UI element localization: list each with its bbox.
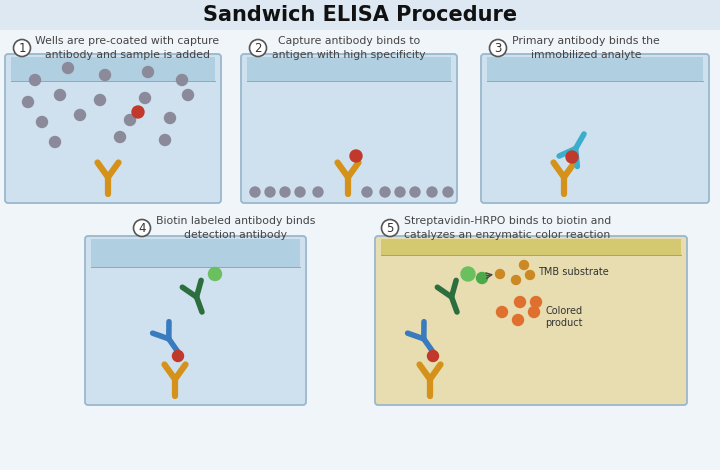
Circle shape bbox=[55, 89, 66, 101]
Circle shape bbox=[395, 187, 405, 197]
Text: 1: 1 bbox=[18, 41, 26, 55]
Circle shape bbox=[209, 267, 222, 281]
Bar bbox=[91, 239, 300, 266]
Circle shape bbox=[160, 134, 171, 146]
Circle shape bbox=[428, 351, 438, 361]
Text: Wells are pre-coated with capture
antibody and sample is added: Wells are pre-coated with capture antibo… bbox=[35, 36, 219, 60]
Circle shape bbox=[125, 115, 135, 125]
Circle shape bbox=[410, 187, 420, 197]
Text: 5: 5 bbox=[387, 221, 394, 235]
Circle shape bbox=[380, 187, 390, 197]
Circle shape bbox=[280, 187, 290, 197]
Circle shape bbox=[182, 89, 194, 101]
Text: 2: 2 bbox=[254, 41, 262, 55]
Circle shape bbox=[515, 297, 526, 307]
Text: Streptavidin-HRPO binds to biotin and
catalyzes an enzymatic color reaction: Streptavidin-HRPO binds to biotin and ca… bbox=[404, 216, 611, 240]
Circle shape bbox=[497, 306, 508, 318]
Circle shape bbox=[30, 75, 40, 86]
Circle shape bbox=[427, 187, 437, 197]
Circle shape bbox=[114, 132, 125, 142]
Circle shape bbox=[173, 351, 184, 361]
Circle shape bbox=[265, 187, 275, 197]
Circle shape bbox=[176, 75, 187, 86]
Circle shape bbox=[350, 150, 362, 162]
Circle shape bbox=[295, 187, 305, 197]
Text: Capture antibody binds to
antigen with high specificity: Capture antibody binds to antigen with h… bbox=[272, 36, 426, 60]
Circle shape bbox=[313, 187, 323, 197]
Circle shape bbox=[74, 110, 86, 120]
Circle shape bbox=[490, 39, 506, 56]
Text: 4: 4 bbox=[138, 221, 145, 235]
Text: Biotin labeled antibody binds
detection antibody: Biotin labeled antibody binds detection … bbox=[156, 216, 315, 240]
Circle shape bbox=[495, 269, 505, 279]
Text: Colored
product: Colored product bbox=[545, 306, 582, 328]
FancyBboxPatch shape bbox=[481, 54, 709, 203]
Circle shape bbox=[132, 106, 144, 118]
Circle shape bbox=[528, 306, 539, 318]
Circle shape bbox=[50, 136, 60, 148]
Circle shape bbox=[566, 151, 578, 163]
Circle shape bbox=[164, 112, 176, 124]
Circle shape bbox=[477, 273, 487, 283]
Bar bbox=[247, 57, 451, 81]
Circle shape bbox=[94, 94, 106, 105]
Circle shape bbox=[520, 260, 528, 269]
Text: 3: 3 bbox=[495, 41, 502, 55]
Circle shape bbox=[513, 314, 523, 326]
Circle shape bbox=[382, 219, 398, 236]
Circle shape bbox=[133, 219, 150, 236]
FancyBboxPatch shape bbox=[85, 236, 306, 405]
Bar bbox=[487, 57, 703, 81]
Circle shape bbox=[99, 70, 110, 80]
Circle shape bbox=[63, 63, 73, 73]
Text: TMB substrate: TMB substrate bbox=[538, 267, 608, 277]
Circle shape bbox=[140, 93, 150, 103]
Text: Sandwich ELISA Procedure: Sandwich ELISA Procedure bbox=[203, 5, 517, 25]
FancyBboxPatch shape bbox=[5, 54, 221, 203]
Circle shape bbox=[511, 275, 521, 284]
FancyBboxPatch shape bbox=[375, 236, 687, 405]
Circle shape bbox=[37, 117, 48, 127]
Circle shape bbox=[362, 187, 372, 197]
Bar bbox=[0, 0, 720, 30]
FancyBboxPatch shape bbox=[241, 54, 457, 203]
Circle shape bbox=[461, 267, 475, 281]
Circle shape bbox=[143, 66, 153, 78]
Bar bbox=[381, 239, 681, 255]
Text: Primary antibody binds the
immobilized analyte: Primary antibody binds the immobilized a… bbox=[512, 36, 660, 60]
Bar bbox=[11, 57, 215, 81]
Circle shape bbox=[526, 271, 534, 280]
Circle shape bbox=[443, 187, 453, 197]
Circle shape bbox=[250, 187, 260, 197]
Circle shape bbox=[250, 39, 266, 56]
Circle shape bbox=[531, 297, 541, 307]
Circle shape bbox=[14, 39, 30, 56]
Circle shape bbox=[22, 96, 34, 108]
